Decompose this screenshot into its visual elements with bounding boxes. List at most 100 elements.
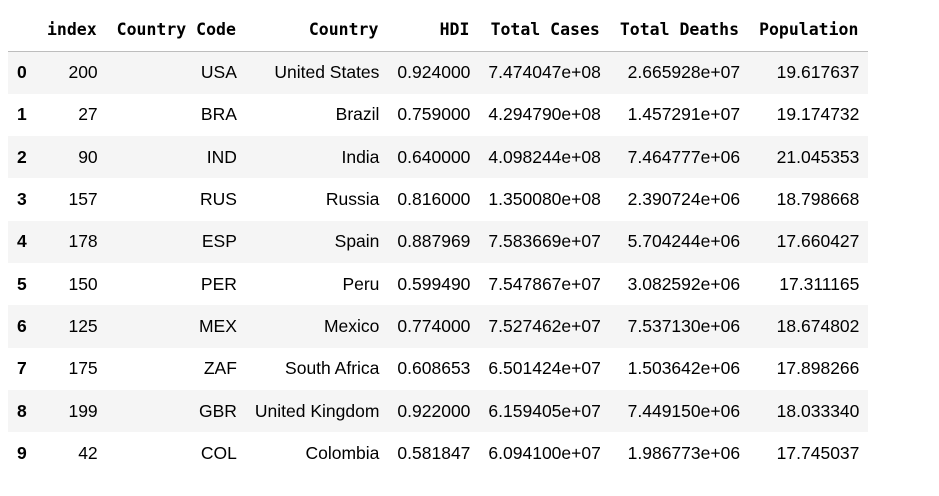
dataframe-table: index Country Code Country HDI Total Cas… — [8, 8, 869, 475]
column-header-country-code: Country Code — [106, 8, 246, 52]
table-row: 8 199 GBR United Kingdom 0.922000 6.159405e+0… — [8, 389, 869, 433]
cell-country: Peru — [342, 273, 380, 294]
cell-total-cases: 4.294790e+08 — [488, 104, 601, 125]
table-row: 9 42 COL Colombia 0.581847 6.094100e+07 1.9867… — [8, 432, 869, 475]
row-index-label: 6 — [17, 315, 27, 336]
cell-country-code: RUS — [199, 189, 237, 210]
column-header-hdi: HDI — [388, 8, 480, 52]
cell-hdi: 0.922000 — [397, 400, 471, 421]
cell-population: 18.674802 — [776, 315, 860, 336]
cell-hdi: 0.581847 — [397, 442, 471, 463]
cell-total-cases: 7.527462e+07 — [488, 315, 601, 336]
cell-country-code: COL — [200, 442, 237, 463]
cell-index: 175 — [68, 358, 98, 379]
cell-country: Spain — [334, 231, 380, 252]
row-index-label: 5 — [17, 273, 27, 294]
cell-country-code: IND — [206, 146, 237, 167]
cell-population: 17.898266 — [776, 358, 860, 379]
cell-country-code: MEX — [198, 315, 237, 336]
cell-index: 90 — [78, 146, 98, 167]
cell-country: India — [341, 146, 380, 167]
cell-country: Brazil — [335, 104, 380, 125]
cell-hdi: 0.924000 — [397, 62, 471, 83]
cell-index: 178 — [68, 231, 98, 252]
cell-total-cases: 6.094100e+07 — [488, 442, 601, 463]
row-index-label: 8 — [17, 400, 27, 421]
cell-country-code: USA — [200, 62, 237, 83]
cell-index: 199 — [68, 400, 98, 421]
cell-country: Mexico — [323, 315, 380, 336]
row-index-label: 9 — [17, 442, 27, 463]
row-index-label: 4 — [17, 231, 27, 252]
cell-hdi: 0.640000 — [397, 146, 471, 167]
header-row: index Country Code Country HDI Total Cas… — [8, 8, 869, 52]
cell-index: 150 — [68, 273, 98, 294]
cell-total-deaths: 2.665928e+07 — [627, 62, 741, 83]
cell-total-deaths: 1.986773e+06 — [627, 442, 741, 463]
column-header-population: Population — [749, 8, 869, 52]
cell-country-code: ZAF — [203, 358, 237, 379]
cell-population: 21.045353 — [776, 146, 860, 167]
column-header-country: Country — [245, 8, 389, 52]
cell-total-deaths: 3.082592e+06 — [627, 273, 741, 294]
table-row: 0 200 USA United States 0.924000 7.474047e+08… — [8, 51, 869, 94]
dataframe-output: index Country Code Country HDI Total Cas… — [8, 8, 869, 475]
cell-country: Colombia — [305, 442, 380, 463]
cell-total-deaths: 5.704244e+06 — [627, 231, 741, 252]
cell-country: Russia — [325, 189, 380, 210]
cell-index: 125 — [68, 315, 98, 336]
cell-hdi: 0.816000 — [397, 189, 471, 210]
cell-hdi: 0.774000 — [397, 315, 471, 336]
cell-total-cases: 7.547867e+07 — [488, 273, 601, 294]
cell-total-cases: 4.098244e+08 — [488, 146, 601, 167]
table-row: 5 150 PER Peru 0.599490 7.547867e+07 3.082592e… — [8, 262, 869, 306]
cell-total-deaths: 1.503642e+06 — [627, 358, 741, 379]
cell-population: 18.033340 — [776, 400, 860, 421]
cell-population: 19.174732 — [776, 104, 860, 125]
table-row: 3 157 RUS Russia 0.816000 1.350080e+08 2.39072… — [8, 178, 869, 221]
table-row: 1 27 BRA Brazil 0.759000 4.294790e+08 1.457291… — [8, 93, 869, 137]
cell-index: 157 — [68, 189, 98, 210]
table-body: 0 200 USA United States 0.924000 7.474047e+08… — [8, 51, 869, 475]
row-index-label: 7 — [17, 358, 27, 379]
column-header-index: index — [37, 8, 107, 52]
cell-country-code: BRA — [200, 104, 237, 125]
cell-hdi: 0.608653 — [397, 358, 471, 379]
cell-hdi: 0.599490 — [397, 273, 471, 294]
cell-total-deaths: 7.464777e+06 — [627, 146, 741, 167]
cell-total-cases: 6.501424e+07 — [488, 358, 601, 379]
cell-country: United Kingdom — [254, 400, 380, 421]
cell-population: 17.660427 — [776, 231, 860, 252]
cell-population: 17.745037 — [776, 442, 860, 463]
table-row: 4 178 ESP Spain 0.887969 7.583669e+07 5.704244… — [8, 220, 869, 263]
cell-total-deaths: 7.449150e+06 — [627, 400, 741, 421]
index-header-corner — [8, 8, 37, 52]
cell-index: 200 — [68, 62, 98, 83]
cell-total-cases: 6.159405e+07 — [488, 400, 601, 421]
cell-country-code: PER — [200, 273, 237, 294]
cell-total-deaths: 2.390724e+06 — [627, 189, 741, 210]
cell-total-cases: 7.474047e+08 — [488, 62, 601, 83]
table-row: 7 175 ZAF South Africa 0.608653 6.501424e+07 1… — [8, 347, 869, 390]
table-row: 2 90 IND India 0.640000 4.098244e+08 7.464777e… — [8, 136, 869, 179]
cell-country: South Africa — [285, 358, 380, 379]
cell-total-cases: 7.583669e+07 — [488, 231, 601, 252]
table-row: 6 125 MEX Mexico 0.774000 7.527462e+07 7.53713… — [8, 305, 869, 348]
cell-population: 18.798668 — [776, 189, 860, 210]
row-index-label: 2 — [17, 146, 27, 167]
cell-population: 19.617637 — [776, 62, 860, 83]
column-header-total-cases: Total Cases — [479, 8, 610, 52]
cell-hdi: 0.887969 — [397, 231, 471, 252]
cell-country: United States — [274, 62, 380, 83]
cell-hdi: 0.759000 — [397, 104, 471, 125]
cell-country-code: ESP — [201, 231, 237, 252]
row-index-label: 1 — [17, 104, 27, 125]
row-index-label: 0 — [17, 62, 27, 83]
cell-total-deaths: 7.537130e+06 — [627, 315, 741, 336]
cell-total-deaths: 1.457291e+07 — [627, 104, 741, 125]
cell-population: 17.311165 — [779, 273, 860, 294]
column-header-total-deaths: Total Deaths — [609, 8, 750, 52]
cell-country-code: GBR — [198, 400, 237, 421]
row-index-label: 3 — [17, 189, 27, 210]
cell-index: 27 — [78, 104, 98, 125]
